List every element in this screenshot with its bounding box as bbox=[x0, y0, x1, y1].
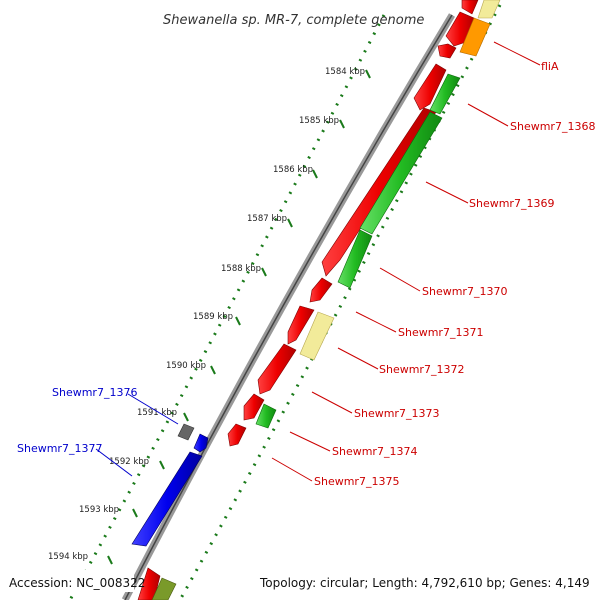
gene-label[interactable]: Shewmr7_1375 bbox=[314, 475, 399, 488]
gene-label[interactable]: Shewmr7_1370 bbox=[422, 285, 507, 298]
gene-arrow[interactable] bbox=[193, 433, 209, 453]
gene-label[interactable]: Shewmr7_1373 bbox=[354, 407, 439, 420]
gene-box[interactable] bbox=[477, 0, 501, 19]
feature-ring-dotted bbox=[178, 4, 502, 600]
tick-label: 1590 kbp bbox=[166, 361, 206, 371]
map-title: Shewanella sp. MR-7, complete genome bbox=[163, 13, 424, 28]
gene-arrow[interactable] bbox=[309, 277, 333, 303]
tick-label: 1586 kbp bbox=[273, 165, 313, 175]
tick-label: 1589 kbp bbox=[193, 312, 233, 322]
gene-arrow[interactable] bbox=[437, 43, 457, 59]
tick-label: 1591 kbp bbox=[137, 408, 177, 418]
inner-strand-genes bbox=[151, 0, 501, 600]
tick-label: 1593 kbp bbox=[79, 505, 119, 515]
tick-label: 1585 kbp bbox=[299, 116, 339, 126]
tick-label: 1584 kbp bbox=[325, 67, 365, 77]
gene-label[interactable]: Shewmr7_1372 bbox=[379, 363, 464, 376]
leader-lines bbox=[95, 41, 541, 482]
footer-left-bg bbox=[6, 570, 134, 592]
tick-label: 1592 kbp bbox=[109, 457, 149, 467]
genome-backbone bbox=[121, 13, 455, 600]
gene-label[interactable]: Shewmr7_1374 bbox=[332, 445, 417, 458]
gene-arrow[interactable] bbox=[257, 343, 297, 395]
gene-label[interactable]: Shewmr7_1377 bbox=[17, 442, 102, 455]
gene-box[interactable] bbox=[177, 423, 195, 441]
tick-label: 1594 kbp bbox=[48, 552, 88, 562]
gene-box[interactable] bbox=[459, 17, 491, 57]
gene-arrow[interactable] bbox=[461, 0, 479, 15]
gene-arrow[interactable] bbox=[227, 423, 247, 447]
gene-arrow[interactable] bbox=[131, 451, 203, 547]
tick-ring bbox=[68, 14, 386, 600]
gene-box[interactable] bbox=[255, 403, 277, 429]
genome-summary: Topology: circular; Length: 4,792,610 bp… bbox=[259, 576, 590, 590]
gene-arrow[interactable] bbox=[287, 305, 315, 345]
gene-arrow[interactable] bbox=[137, 567, 161, 600]
gene-label[interactable]: Shewmr7_1368 bbox=[510, 120, 595, 133]
gene-label[interactable]: fliA bbox=[541, 60, 559, 73]
gene-label[interactable]: Shewmr7_1376 bbox=[52, 386, 137, 399]
gene-box[interactable] bbox=[359, 111, 443, 235]
gene-arrow[interactable] bbox=[243, 393, 265, 421]
gene-box[interactable] bbox=[429, 73, 461, 115]
gene-label[interactable]: Shewmr7_1371 bbox=[398, 326, 483, 339]
footer-right-bg bbox=[256, 570, 596, 592]
tick-label: 1587 kbp bbox=[247, 214, 287, 224]
gene-box[interactable] bbox=[151, 577, 177, 600]
accession-label: Accession: NC_008322 bbox=[9, 576, 145, 590]
forward-strand-genes bbox=[137, 0, 479, 600]
gene-label[interactable]: Shewmr7_1369 bbox=[469, 197, 554, 210]
gene-box[interactable] bbox=[337, 229, 373, 289]
tick-marks bbox=[107, 69, 371, 565]
genome-backbone-edge bbox=[124, 14, 453, 600]
tick-label: 1588 kbp bbox=[221, 264, 261, 274]
gene-box[interactable] bbox=[299, 311, 335, 361]
reverse-strand-genes bbox=[131, 423, 209, 547]
gene-arrow[interactable] bbox=[413, 63, 447, 111]
